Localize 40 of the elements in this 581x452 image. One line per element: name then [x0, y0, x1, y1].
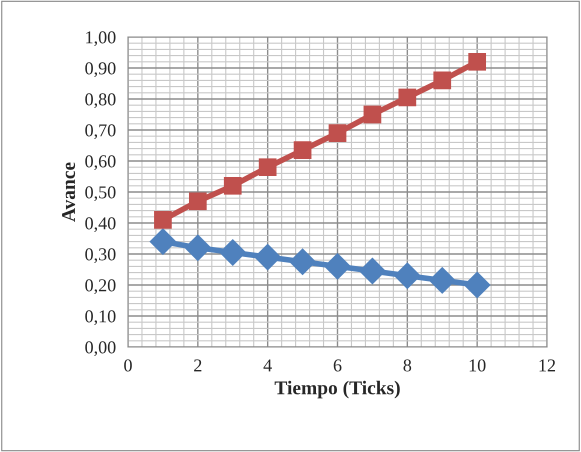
y-tick-label: 0,80: [85, 93, 116, 108]
y-tick-label: 0,90: [85, 62, 116, 78]
x-tick-label: 8: [404, 359, 412, 372]
y-tick-label: 0,20: [85, 279, 116, 294]
x-tick-label: 6: [334, 359, 342, 372]
point: [433, 72, 452, 90]
point: [294, 141, 312, 160]
x-tick-label: 0: [124, 359, 132, 372]
x-tick-label: 2: [194, 359, 202, 372]
point: [154, 211, 172, 229]
y-tick-label: 0,00: [85, 341, 116, 356]
point: [289, 248, 316, 276]
y-tick-label: 0,70: [85, 124, 116, 140]
point: [188, 192, 207, 210]
y-tick-label: 0,40: [85, 217, 116, 232]
point: [464, 272, 490, 298]
point: [150, 228, 176, 255]
point: [398, 88, 416, 106]
point: [364, 106, 382, 124]
y-tick-label: 1,00: [86, 31, 116, 46]
y-tick-label: 0,30: [85, 248, 116, 264]
point: [184, 234, 212, 262]
y-tick-label: 0,60: [85, 155, 116, 170]
y-tick-label: 0,10: [85, 310, 116, 326]
point: [254, 244, 281, 270]
point: [328, 124, 346, 142]
point: [359, 258, 386, 284]
y-tick-label: 0,50: [85, 186, 116, 202]
point: [224, 176, 242, 195]
point: [394, 262, 421, 289]
y-axis-title: Avance: [62, 162, 76, 222]
point: [468, 52, 486, 71]
x-tick-label: 4: [264, 359, 272, 372]
point: [219, 239, 246, 266]
point: [258, 158, 277, 176]
point: [324, 253, 351, 280]
x-tick-label: 10: [470, 359, 486, 372]
point: [428, 267, 456, 294]
x-tick-label: 12: [540, 359, 556, 372]
x-axis-title: Tiempo (Ticks): [274, 380, 400, 398]
